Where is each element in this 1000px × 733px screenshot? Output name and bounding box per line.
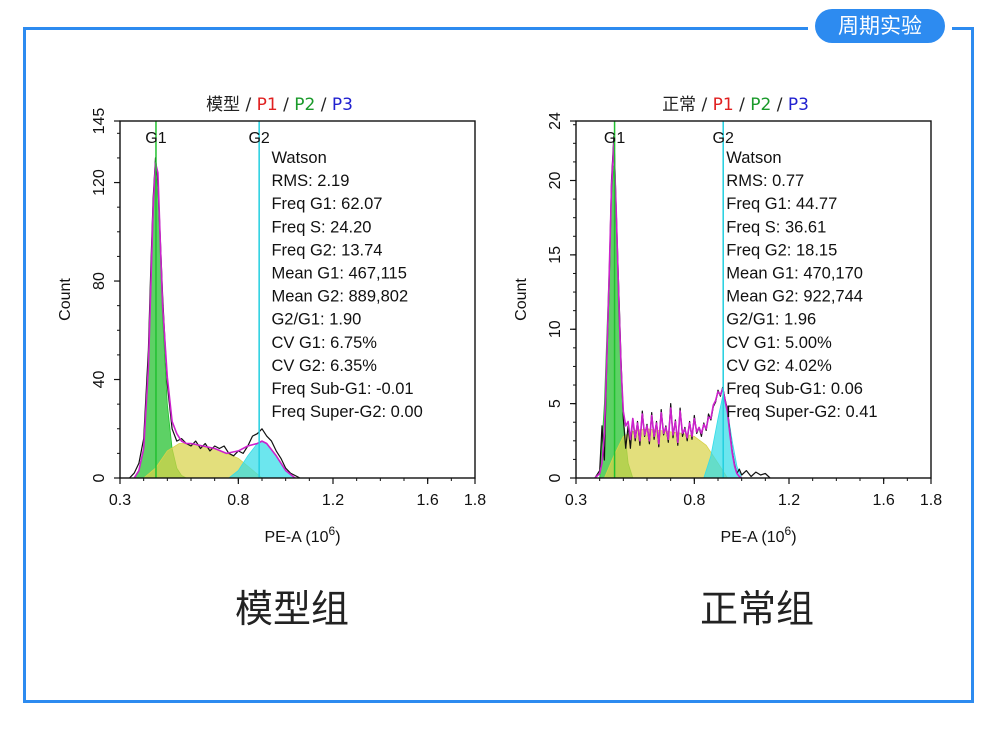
x-tick-label: 1.2: [778, 492, 800, 509]
y-tick-label: 145: [91, 108, 108, 135]
experiment-badge: 周期实验: [815, 9, 945, 43]
stats-line: RMS: 2.19: [271, 172, 349, 190]
stats-line: G2/G1: 1.90: [271, 311, 361, 329]
stats-line: Freq G1: 44.77: [726, 195, 837, 213]
x-axis-unit-close: ): [335, 529, 340, 546]
normal-group-chart: G1 G2 0.3 0.8 1.2 1.6 1.8 0 5 10 15 20 24 Count PE-A (…: [506, 85, 946, 555]
x-axis-label: PE-A (106): [720, 524, 796, 546]
chart-title-part: /: [696, 95, 713, 115]
x-axis-unit-exponent: 6: [329, 524, 336, 538]
y-tick-label: 15: [547, 246, 564, 264]
series-fit-line: [133, 162, 296, 478]
stats-line: CV G2: 4.02%: [726, 357, 832, 375]
y-axis-label: Count: [57, 278, 74, 321]
marker-g1-label: G1: [145, 130, 166, 147]
marker-g1-label: G1: [604, 130, 625, 147]
x-tick-label: 0.3: [109, 492, 131, 509]
series-fit-line: [594, 142, 743, 478]
x-tick-label: 1.6: [873, 492, 895, 509]
stats-line: Freq Super-G2: 0.41: [726, 403, 877, 421]
x-axis-unit-base: (10: [761, 529, 784, 546]
stats-line: CV G1: 6.75%: [271, 334, 377, 352]
chart-title-part: /: [240, 95, 257, 115]
y-tick-label: 24: [547, 112, 564, 130]
stats-line: Watson: [271, 149, 326, 167]
stats-line: Freq G2: 13.74: [271, 241, 382, 259]
y-tick-label: 20: [547, 172, 564, 190]
normal-group-caption: 正常组: [699, 587, 814, 631]
x-tick-label: 0.3: [565, 492, 587, 509]
stats-line: Mean G2: 889,802: [271, 288, 408, 306]
stats-line: Mean G1: 470,170: [726, 265, 863, 283]
x-axis-name: PE-A: [264, 529, 305, 546]
chart-title-part: P3: [788, 95, 809, 115]
histogram-svg: G1 G2 0.3 0.8 1.2 1.6 1.8 0 5 10 15 20 24 Count PE-A (…: [513, 95, 942, 546]
model-group-chart: G1 G2 0.3 0.8 1.2 1.6 1.8 0 40 80 120 145 Count PE-A …: [50, 85, 490, 555]
chart-title-part: P3: [332, 95, 353, 115]
y-tick-label: 40: [91, 371, 108, 389]
stats-line: Mean G1: 467,115: [271, 265, 406, 283]
stats-line: CV G2: 6.35%: [271, 357, 377, 375]
y-tick-label: 5: [547, 399, 564, 408]
plot-area: [129, 157, 301, 478]
chart-title-part: /: [734, 95, 751, 115]
x-axis-unit-exponent: 6: [785, 524, 792, 538]
marker-g2-label: G2: [248, 130, 269, 147]
stats-line: G2/G1: 1.96: [726, 311, 816, 329]
y-tick-label: 120: [91, 169, 108, 196]
x-axis-unit-close: ): [791, 529, 796, 546]
stats-line: Freq Sub-G1: -0.01: [271, 380, 413, 398]
chart-title-part: /: [278, 95, 295, 115]
chart-title-part: P2: [750, 95, 771, 115]
x-axis-label: PE-A (106): [264, 524, 340, 546]
x-tick-label: 1.8: [464, 492, 486, 509]
stats-line: Mean G2: 922,744: [726, 288, 863, 306]
plot-frame: [119, 120, 476, 479]
chart-title-part: P2: [294, 95, 315, 115]
x-tick-label: 1.6: [417, 492, 439, 509]
x-tick-label: 0.8: [683, 492, 705, 509]
stats-line: CV G1: 5.00%: [726, 334, 832, 352]
content-frame: [23, 27, 974, 703]
chart-title-part: 模型: [206, 95, 240, 115]
chart-title-part: /: [315, 95, 332, 115]
plot-frame: [575, 120, 932, 479]
stats-line: RMS: 0.77: [726, 172, 804, 190]
x-axis-unit-base: (10: [305, 529, 328, 546]
y-tick-label: 0: [547, 473, 564, 482]
plot-area: [594, 135, 771, 478]
chart-title: 模型 / P1 / P2 / P3: [206, 95, 353, 115]
chart-title-part: P1: [257, 95, 278, 115]
stats-line: Watson: [726, 149, 781, 167]
chart-title-part: P1: [713, 95, 734, 115]
marker-g2-label: G2: [713, 130, 734, 147]
stats-line: Freq G2: 18.15: [726, 241, 837, 259]
model-group-caption: 模型组: [234, 587, 349, 631]
stats-line: Freq G1: 62.07: [271, 195, 382, 213]
x-axis-name: PE-A: [720, 529, 761, 546]
y-tick-label: 0: [91, 473, 108, 482]
chart-title: 正常 / P1 / P2 / P3: [662, 95, 809, 115]
histogram-svg: G1 G2 0.3 0.8 1.2 1.6 1.8 0 40 80 120 145 Count PE-A …: [57, 95, 486, 546]
stats-line: Freq Sub-G1: 0.06: [726, 380, 863, 398]
stats-line: Freq S: 24.20: [271, 218, 371, 236]
x-tick-label: 1.8: [920, 492, 942, 509]
chart-title-part: /: [771, 95, 788, 115]
chart-title-part: 正常: [662, 95, 696, 115]
y-tick-label: 10: [547, 320, 564, 338]
y-tick-label: 80: [91, 272, 108, 290]
y-axis-label: Count: [513, 278, 530, 321]
stats-line: Freq Super-G2: 0.00: [271, 403, 422, 421]
x-tick-label: 0.8: [227, 492, 249, 509]
x-tick-label: 1.2: [322, 492, 344, 509]
stats-line: Freq S: 36.61: [726, 218, 826, 236]
